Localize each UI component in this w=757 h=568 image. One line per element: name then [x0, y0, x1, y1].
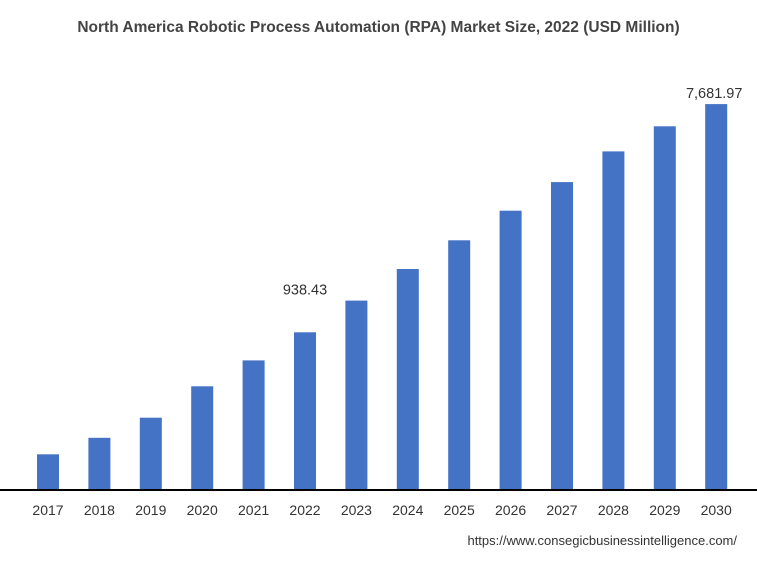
- x-tick-label-2019: 2019: [135, 502, 166, 518]
- x-tick-labels: 2017 2018 2019 2020 2021 2022 2023 2024 2025 2026…: [32, 502, 732, 518]
- bar-2029: [653, 126, 676, 491]
- bar-2017: [37, 454, 59, 490]
- x-tick-label-2021: 2021: [238, 502, 269, 518]
- x-tick-label-2026: 2026: [495, 502, 526, 518]
- x-tick-label-2027: 2027: [546, 502, 577, 518]
- x-tick-label-2023: 2023: [341, 502, 372, 518]
- value-label-2022: 938.43: [283, 283, 327, 299]
- source-url: https://www.consegicbusinessintelligence…: [467, 533, 737, 548]
- x-tick-label-2024: 2024: [392, 502, 423, 518]
- chart-title: North America Robotic Process Automation…: [77, 19, 680, 36]
- x-tick-label-2030: 2030: [701, 502, 732, 518]
- bar-2030: [705, 104, 728, 490]
- x-tick-label-2018: 2018: [84, 502, 115, 518]
- bar-2019: [139, 417, 162, 490]
- x-tick-label-2029: 2029: [649, 502, 680, 518]
- value-labels: 938.43 7,681.97: [283, 86, 743, 299]
- x-tick-label-2022: 2022: [289, 502, 320, 518]
- bars-group: [37, 104, 728, 491]
- bar-2027: [551, 182, 573, 490]
- x-tick-label-2020: 2020: [187, 502, 218, 518]
- bar-2023: [345, 300, 368, 490]
- bar-2021: [242, 360, 265, 490]
- bar-2018: [88, 437, 111, 490]
- bar-2024: [396, 269, 419, 490]
- value-label-2030: 7,681.97: [686, 86, 742, 102]
- bar-2022: [294, 332, 316, 490]
- x-tick-label-2028: 2028: [598, 502, 629, 518]
- bar-2026: [499, 210, 522, 490]
- bar-2025: [448, 240, 471, 490]
- x-tick-label-2025: 2025: [444, 502, 475, 518]
- bar-2028: [602, 151, 625, 490]
- bar-2020: [191, 386, 214, 490]
- x-tick-label-2017: 2017: [32, 502, 63, 518]
